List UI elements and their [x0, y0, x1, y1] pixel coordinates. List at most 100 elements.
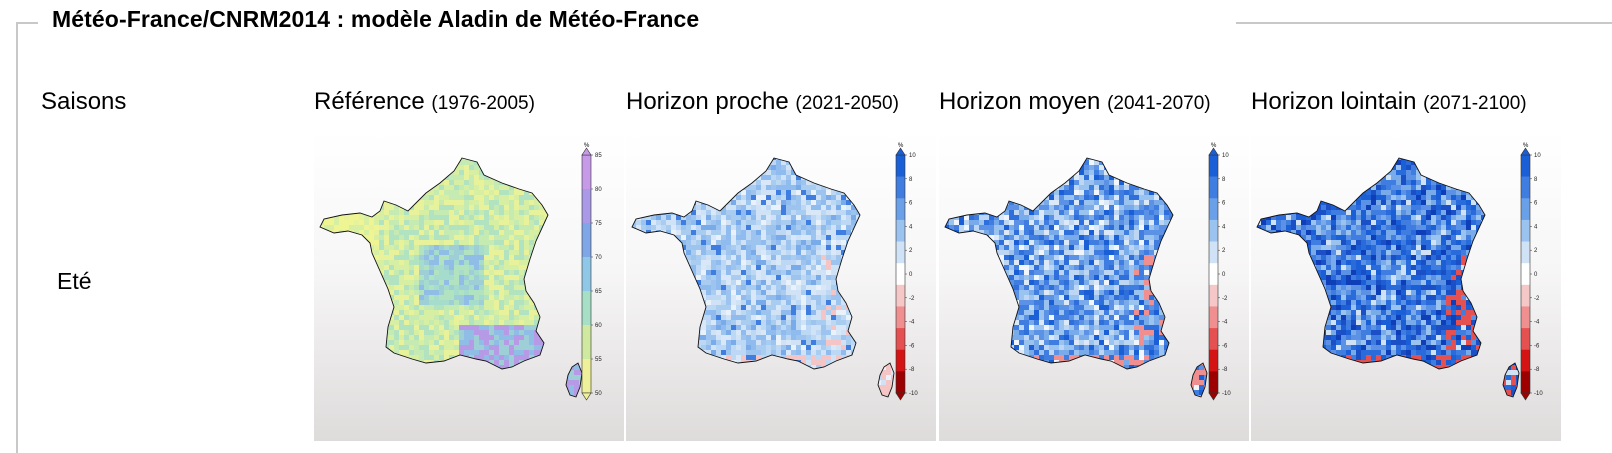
column-header-near-label: Horizon proche — [626, 88, 789, 115]
colorbar-segment — [582, 359, 591, 394]
map-pixel-field — [632, 158, 894, 397]
colorbar-arrow — [1208, 147, 1219, 156]
column-header-seasons: Saisons — [41, 88, 127, 115]
corsica-outline — [877, 362, 895, 398]
colorbar-tick-label: 0 — [1222, 272, 1226, 278]
colorbar-tick-label: 6 — [1534, 201, 1538, 207]
france-outline — [1256, 157, 1486, 370]
colorbar-tick-label: -4 — [909, 320, 915, 326]
colorbar-segment — [896, 371, 905, 394]
colorbar-tick-label: -8 — [909, 367, 915, 373]
colorbar-tick-label: -10 — [1534, 391, 1543, 397]
colorbar-segment — [1209, 198, 1218, 221]
colorbar-tick-label: 2 — [1222, 248, 1226, 254]
colorbar-segment — [1209, 176, 1218, 199]
colorbar-unit: % — [1211, 143, 1217, 149]
colorbar-tick-label: 2 — [909, 248, 913, 254]
colorbar-tick-label: 10 — [909, 153, 916, 159]
map-far-horizon: % 10 8 6 4 2 0 -2 -4 -6 -8 -10 — [1251, 131, 1561, 441]
colorbar-tick-label: 85 — [595, 153, 602, 159]
colorbar-tick-label: -2 — [909, 296, 915, 302]
column-header-far-label: Horizon lointain — [1251, 88, 1417, 115]
colorbar-tick-label: -4 — [1534, 320, 1540, 326]
colorbar-segment — [896, 328, 905, 351]
colorbar-tick-label: 60 — [595, 323, 602, 329]
column-header-reference: Référence (1976-2005) — [314, 88, 535, 116]
column-header-far-period: (2071-2100) — [1423, 93, 1527, 114]
colorbar-segment — [896, 241, 905, 264]
colorbar-segment — [1521, 263, 1530, 286]
colorbar: % 10 8 6 4 2 0 -2 -4 -6 -8 -10 — [1520, 143, 1543, 401]
colorbar-segment — [1209, 349, 1218, 372]
colorbar-arrow — [581, 392, 592, 401]
column-header-mid-label: Horizon moyen — [939, 88, 1101, 115]
colorbar-segment — [1209, 155, 1218, 177]
column-header-reference-label: Référence — [314, 88, 425, 115]
colorbar-segment — [1209, 306, 1218, 329]
colorbar-tick-label: 4 — [1222, 224, 1226, 230]
colorbar-segment — [1521, 306, 1530, 329]
colorbar-unit: % — [1523, 143, 1529, 149]
colorbar-segment — [1521, 349, 1530, 372]
map-svg: % 10 8 6 4 2 0 -2 -4 -6 -8 -10 — [944, 143, 1231, 401]
colorbar-tick-label: 80 — [595, 187, 602, 193]
colorbar-segment — [1209, 328, 1218, 351]
colorbar-tick-label: 55 — [595, 357, 602, 363]
colorbar-arrow — [1208, 392, 1219, 401]
map-svg: % 10 8 6 4 2 0 -2 -4 -6 -8 -10 — [631, 143, 918, 401]
colorbar-segment — [1209, 263, 1218, 286]
colorbar-tick-label: 4 — [1534, 224, 1538, 230]
colorbar-segment — [896, 263, 905, 286]
colorbar-tick-label: -8 — [1534, 367, 1540, 373]
colorbar-tick-label: 6 — [909, 201, 913, 207]
colorbar-tick-label: 4 — [909, 224, 913, 230]
colorbar-tick-label: 50 — [595, 391, 602, 397]
colorbar-tick-label: -6 — [909, 343, 915, 349]
map-pixel-field — [945, 158, 1207, 397]
column-header-far-horizon: Horizon lointain (2071-2100) — [1251, 88, 1527, 116]
colorbar-segment — [1209, 241, 1218, 264]
colorbar-segment — [896, 219, 905, 242]
france-outline — [631, 157, 861, 370]
colorbar-segment — [896, 155, 905, 177]
colorbar-segment — [1521, 284, 1530, 307]
colorbar-segment — [1521, 219, 1530, 242]
colorbar-tick-label: 65 — [595, 289, 602, 295]
colorbar-segment — [582, 325, 591, 360]
map-mid-horizon: % 10 8 6 4 2 0 -2 -4 -6 -8 -10 — [939, 131, 1249, 441]
france-outline — [319, 157, 549, 370]
fieldset-border-top-right — [1236, 22, 1612, 24]
colorbar-tick-label: 2 — [1534, 248, 1538, 254]
colorbar-segment — [1521, 198, 1530, 221]
colorbar-tick-label: -10 — [1222, 391, 1231, 397]
colorbar-tick-label: -4 — [1222, 320, 1228, 326]
colorbar-segment — [582, 257, 591, 292]
colorbar: % 10 8 6 4 2 0 -2 -4 -6 -8 -10 — [1208, 143, 1231, 401]
fieldset-border-top-left — [16, 22, 38, 24]
colorbar-segment — [1521, 155, 1530, 177]
column-header-near-horizon: Horizon proche (2021-2050) — [626, 88, 899, 116]
colorbar-tick-label: 75 — [595, 221, 602, 227]
map-near-horizon: % 10 8 6 4 2 0 -2 -4 -6 -8 -10 — [626, 131, 936, 441]
colorbar-segment — [1521, 241, 1530, 264]
colorbar-segment — [896, 349, 905, 372]
colorbar-tick-label: -2 — [1222, 296, 1228, 302]
colorbar-segment — [896, 284, 905, 307]
colorbar-segment — [896, 306, 905, 329]
colorbar-segment — [896, 176, 905, 199]
fieldset-border-left — [16, 22, 18, 453]
column-header-reference-period: (1976-2005) — [431, 93, 535, 114]
colorbar-arrow — [895, 147, 906, 156]
colorbar-segment — [582, 155, 591, 190]
row-label-season: Eté — [57, 268, 92, 294]
colorbar-tick-label: 8 — [1222, 177, 1226, 183]
corsica-outline — [1190, 362, 1208, 398]
colorbar-segment — [582, 189, 591, 224]
column-header-mid-period: (2041-2070) — [1107, 93, 1211, 114]
colorbar-tick-label: -6 — [1534, 343, 1540, 349]
colorbar-arrow — [895, 392, 906, 401]
colorbar-tick-label: 6 — [1222, 201, 1226, 207]
colorbar-tick-label: 10 — [1222, 153, 1229, 159]
colorbar-tick-label: 0 — [909, 272, 913, 278]
colorbar-tick-label: 8 — [1534, 177, 1538, 183]
